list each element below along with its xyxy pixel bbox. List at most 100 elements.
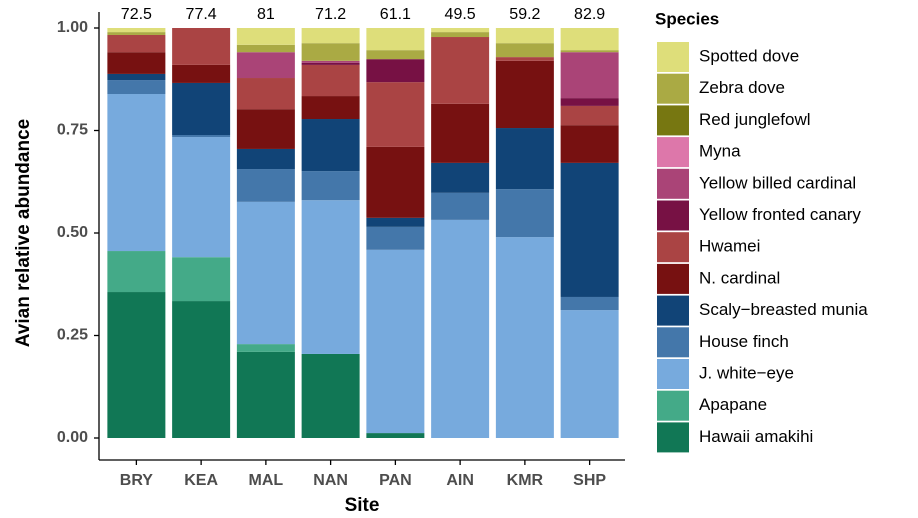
bar-segment [107, 52, 166, 74]
bar-segment [107, 73, 166, 81]
legend-swatch [657, 263, 689, 294]
y-tick-label: 0.75 [57, 122, 88, 139]
bar-segment [366, 249, 425, 434]
bar-segment [236, 344, 295, 352]
bar-label: 77.4 [186, 6, 217, 23]
bar-segment [366, 82, 425, 147]
bar-segment [560, 28, 619, 51]
legend-label: Hwamei [699, 237, 760, 256]
bar-segment [560, 50, 619, 53]
bar-segment [366, 146, 425, 218]
legend-swatch [657, 73, 689, 104]
bar-segment [172, 301, 231, 438]
bar-segment [560, 310, 619, 438]
bar-segment [495, 189, 554, 238]
bar-segment [560, 125, 619, 163]
x-tick-label: KMR [507, 472, 544, 489]
bar-segment [431, 103, 490, 163]
y-tick-label: 1.00 [57, 19, 88, 36]
bar-segment [172, 64, 231, 83]
bar-label: 71.2 [315, 6, 346, 23]
bar-segment [107, 32, 166, 35]
bar-segment [301, 64, 360, 97]
bar-segment [495, 28, 554, 44]
legend-swatch [657, 168, 689, 199]
legend-swatch [657, 359, 689, 389]
bar-label: 82.9 [574, 6, 605, 23]
bar-segment [236, 78, 295, 110]
x-tick-label: PAN [379, 472, 412, 489]
legend-label: Spotted dove [699, 46, 799, 65]
bar-label: 49.5 [445, 6, 476, 23]
bar-segment [236, 52, 295, 79]
legend-swatch [657, 295, 689, 326]
bar-segment [107, 80, 166, 95]
x-tick-label: SHP [573, 472, 606, 489]
bar-segment [301, 200, 360, 354]
bar-segment [366, 217, 425, 227]
bar-segment [107, 292, 166, 438]
legend-label: Yellow billed cardinal [699, 173, 856, 192]
bar-segment [236, 28, 295, 45]
bar-segment [236, 109, 295, 149]
legend-label: Hawaii amakihi [699, 427, 813, 446]
y-axis-title: Avian relative abundance [13, 119, 34, 347]
legend-label: Yellow fronted canary [699, 205, 861, 224]
bar-label: 61.1 [380, 6, 411, 23]
bar-segment [236, 351, 295, 438]
bar-segment [560, 52, 619, 99]
bar-segment [301, 62, 360, 65]
bar-segment [301, 43, 360, 61]
bar-segment [301, 28, 360, 44]
bar-segment [495, 128, 554, 190]
bar-segment [301, 60, 360, 63]
x-tick-label: MAL [249, 472, 284, 489]
legend-label: Scaly−breasted munia [699, 300, 868, 319]
bar-segment [431, 162, 490, 193]
bar-segment [495, 57, 554, 61]
bar-segment [107, 34, 166, 53]
bar-segment [301, 119, 360, 172]
bar-segment [366, 50, 425, 60]
bar-segment [431, 32, 490, 38]
bar-segment [366, 433, 425, 438]
bar-segment [236, 169, 295, 202]
legend-label: Red junglefowl [699, 110, 811, 129]
legend-swatch [657, 137, 689, 168]
y-tick-label: 0.50 [57, 224, 88, 241]
bar-segment [560, 105, 619, 126]
bar-segment [301, 96, 360, 120]
bar-segment [495, 43, 554, 58]
x-tick-label: BRY [120, 472, 154, 489]
legend-swatch [657, 200, 689, 231]
bar-segment [431, 28, 490, 33]
bar-segment [560, 296, 619, 311]
legend-label: J. white−eye [699, 363, 794, 382]
bar-segment [107, 28, 166, 33]
legend-label: Myna [699, 142, 741, 161]
bar-label: 59.2 [509, 6, 540, 23]
x-tick-label: AIN [446, 472, 474, 489]
x-tick-label: NAN [313, 472, 348, 489]
legend-swatch [657, 105, 689, 136]
legend-swatch [657, 42, 689, 72]
bar-segment [431, 192, 490, 220]
legend-swatch [657, 327, 689, 358]
bar-segment [366, 28, 425, 51]
bar-segment [431, 219, 490, 438]
bar-segment [560, 162, 619, 297]
bar-segment [495, 237, 554, 438]
bar-segment [366, 59, 425, 83]
bar-segment [236, 44, 295, 53]
y-tick-label: 0.25 [57, 327, 88, 344]
bar-segment [236, 201, 295, 345]
bar-segment [366, 226, 425, 250]
bar-segment [107, 251, 166, 293]
bar-segment [172, 135, 231, 138]
x-tick-label: KEA [184, 472, 218, 489]
bar-segment [236, 148, 295, 170]
legend-label: House finch [699, 332, 789, 351]
legend-swatch [657, 422, 689, 453]
bar-label: 72.5 [121, 6, 152, 23]
